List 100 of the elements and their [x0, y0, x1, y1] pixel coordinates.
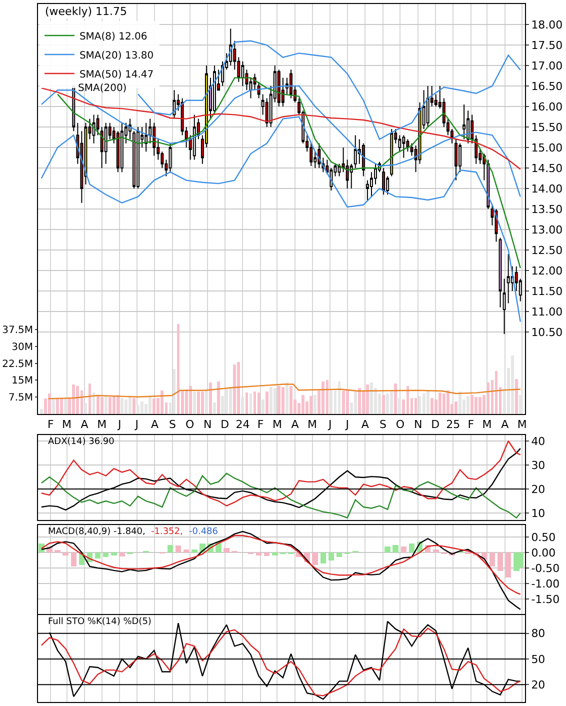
y-tick-label: 17.50: [531, 38, 563, 52]
y-tick-label: 13.50: [531, 202, 563, 216]
y-tick-label: -0.50: [531, 562, 560, 575]
y2-tick-label: 30M: [12, 342, 33, 353]
candlestick: [362, 142, 365, 177]
candlestick: [128, 118, 132, 140]
candlestick: [390, 128, 394, 177]
candlestick: [100, 126, 104, 168]
x-tick-label: 25: [446, 418, 460, 432]
line-series: [40, 85, 521, 198]
bar: [261, 399, 264, 414]
bar: [40, 408, 43, 414]
bar: [272, 552, 278, 556]
bar: [72, 384, 76, 414]
bar: [442, 394, 446, 414]
x-tick-label: M: [482, 418, 492, 432]
y-tick-label: 10: [531, 506, 546, 520]
bar: [60, 398, 64, 414]
bar: [394, 384, 398, 414]
bar: [112, 396, 116, 414]
bar: [470, 394, 474, 414]
y-tick-label: 20: [531, 482, 546, 496]
candlestick: [502, 278, 506, 335]
bar: [64, 398, 68, 414]
x-tick-label: O: [185, 418, 194, 432]
candlestick: [354, 134, 357, 168]
bar: [290, 386, 292, 414]
x-tick-label: D: [220, 418, 230, 432]
x-tick-label: A: [150, 418, 159, 432]
x-tick-label: J: [134, 418, 139, 432]
bar: [111, 552, 117, 556]
x-tick-label: S: [379, 418, 386, 432]
line-series: [40, 116, 521, 322]
candlestick: [229, 28, 232, 66]
bar: [62, 552, 68, 556]
x-tick-label: M: [97, 418, 107, 432]
x-tick-label: A: [361, 418, 370, 432]
bar: [478, 397, 482, 414]
bar: [286, 382, 288, 414]
legend-label: SMA(8) 12.06: [79, 31, 148, 42]
x-tick-label: J: [327, 418, 332, 432]
bar: [192, 391, 196, 414]
bar: [119, 552, 125, 557]
bar: [354, 391, 357, 414]
bar: [497, 552, 504, 572]
candlestick: [241, 60, 244, 86]
x-tick-label: N: [414, 418, 422, 432]
bar: [152, 398, 156, 414]
y-tick-label: 18.00: [531, 18, 563, 32]
x-tick-label: O: [396, 418, 405, 432]
bar: [269, 386, 272, 414]
y-tick-label: 14.50: [531, 162, 563, 175]
candlestick: [277, 69, 280, 107]
y-tick-label: 12.00: [531, 264, 563, 278]
bar: [358, 388, 361, 414]
annotation: SMA(200): [78, 83, 127, 94]
series-label: -0.486: [189, 527, 218, 537]
candlestick: [132, 130, 136, 189]
candlestick: [172, 90, 176, 120]
x-tick-label: M: [62, 418, 72, 432]
bar: [466, 396, 470, 414]
bar: [213, 402, 216, 414]
bar: [241, 397, 244, 414]
candlestick: [290, 69, 292, 99]
candlestick: [144, 122, 148, 152]
x-tick-label: A: [291, 418, 300, 432]
bar: [398, 398, 402, 414]
bar: [382, 394, 386, 414]
y-tick-label: 10.50: [531, 326, 563, 339]
bar: [366, 384, 369, 414]
y-tick-label: 80: [531, 627, 546, 640]
bar: [191, 549, 198, 553]
bar: [281, 386, 284, 414]
candlestick: [498, 237, 502, 308]
bar: [70, 552, 77, 566]
x-tick-label: A: [80, 418, 89, 432]
text: ADX(14) 36.90: [48, 437, 115, 447]
y-tick-label: 15.00: [531, 141, 563, 154]
bar: [188, 386, 192, 414]
x-tick-label: 24: [236, 418, 250, 432]
candlestick: [426, 86, 430, 128]
bar: [386, 394, 390, 414]
y2-tick-label: 15M: [12, 376, 33, 387]
candlestick: [350, 163, 353, 189]
bar: [446, 390, 450, 414]
x-tick-label: F: [468, 418, 474, 432]
bar: [56, 398, 59, 414]
bar: [104, 396, 108, 414]
bar: [120, 398, 124, 414]
bar: [148, 397, 152, 414]
candlestick: [136, 126, 140, 189]
bar: [128, 396, 132, 414]
bar: [160, 390, 164, 414]
bar: [518, 394, 522, 414]
series-label: Full STO %K(14) %D(5): [48, 617, 152, 627]
y-tick-label: 30: [531, 458, 546, 472]
x-tick-label: S: [169, 418, 176, 432]
bar: [264, 552, 270, 556]
candlestick: [104, 122, 108, 164]
bar: [322, 381, 325, 414]
